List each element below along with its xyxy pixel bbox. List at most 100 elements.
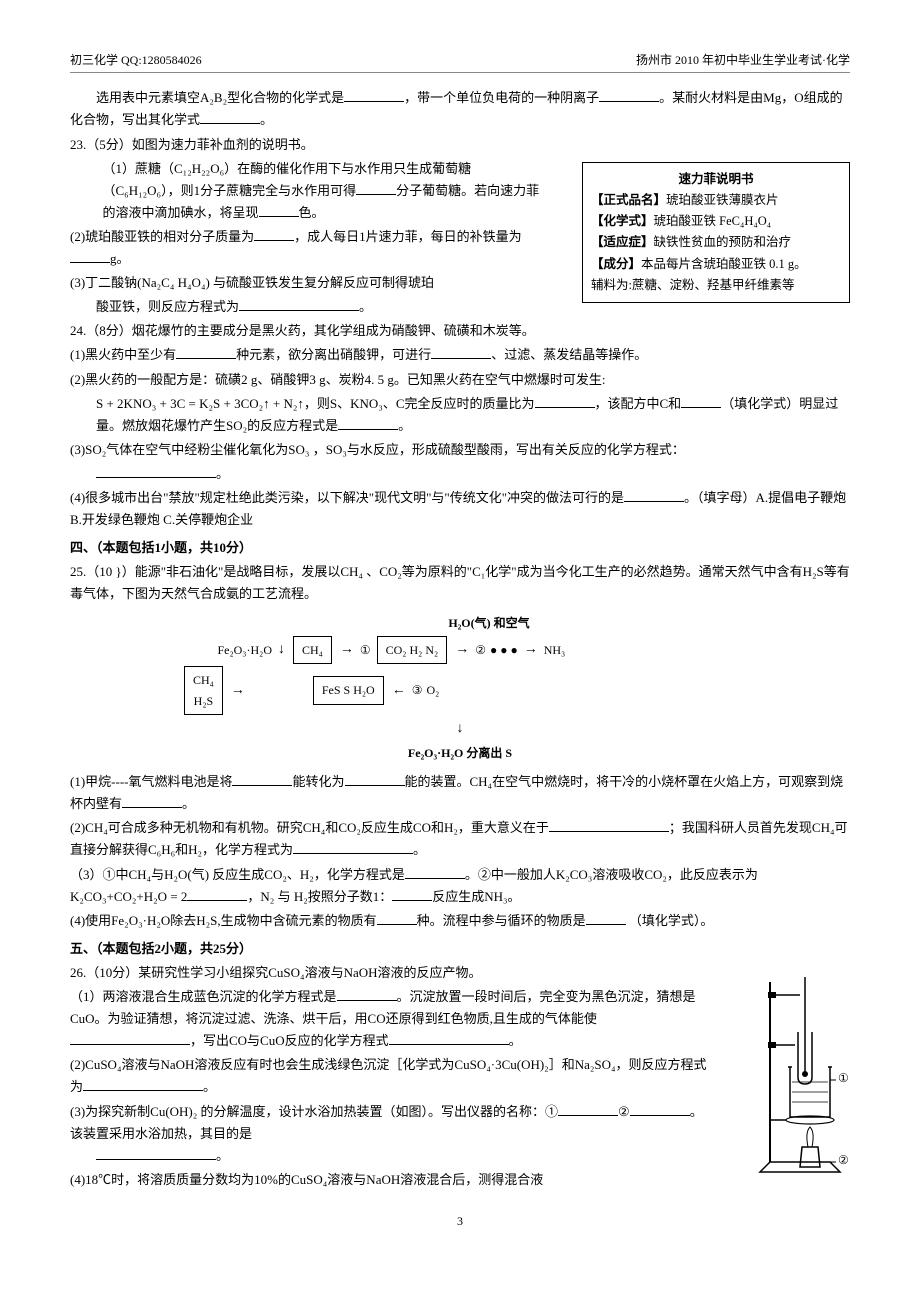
- q25-p3a: （3）①中CH₄与H₂O(气) 反应生成CO₂、H₂，化学方程式是: [70, 867, 405, 882]
- intro-para: 选用表中元素填空A₂B₂型化合物的化学式是，带一个单位负电荷的一种阴离子。某耐火…: [70, 87, 850, 131]
- q23-p2b: ，成人每日1片速力菲，每日的补铁量为: [294, 229, 522, 244]
- q26-p3: (3)为探究新制Cu(OH)₂ 的分解温度，设计水浴加热装置（如图）。写出仪器的…: [70, 1101, 710, 1167]
- q26-p3a: (3)为探究新制Cu(OH)₂ 的分解温度，设计水浴加热装置（如图）。写出仪器的…: [70, 1104, 558, 1119]
- q26-p4: (4)18℃时，将溶质质量分数均为10%的CuSO₄溶液与NaOH溶液混合后，测…: [70, 1169, 710, 1191]
- flow-ch4-box: CH₄: [293, 636, 332, 664]
- box-indication-val: 缺铁性贫血的预防和治疗: [654, 235, 792, 249]
- blank: [200, 110, 260, 124]
- q26-p3b: ②: [618, 1104, 630, 1119]
- blank: [70, 249, 110, 263]
- blank: [599, 88, 659, 102]
- box-component-val: 本品每片含琥珀酸亚铁 0.1 g。: [641, 257, 807, 271]
- page-content: 选用表中元素填空A₂B₂型化合物的化学式是，带一个单位负电荷的一种阴离子。某耐火…: [70, 87, 850, 1231]
- blank: [681, 394, 721, 408]
- blank: [630, 1102, 690, 1116]
- q24-p4: (4)很多城市出台"禁放"规定杜绝此类污染，以下解决"现代文明"与"传统文化"冲…: [70, 487, 850, 531]
- q23-stem: 23.（5分）如图为速力菲补血剂的说明书。: [70, 134, 540, 156]
- flow-dots: ● ● ●: [490, 640, 518, 660]
- flow-nh3: NH₃: [544, 640, 566, 660]
- apparatus-figure: ① ②: [750, 972, 850, 1189]
- q25-p3c: ，N₂ 与 H₂按照分子数1：: [247, 889, 392, 904]
- q25-p1a: (1)甲烷----氧气燃料电池是将: [70, 774, 232, 789]
- q24-p1: (1)黑火药中至少有种元素，欲分离出硝酸钾，可进行、过滤、蒸发结晶等操作。: [70, 344, 850, 366]
- blank: [232, 772, 292, 786]
- blank: [70, 1031, 190, 1045]
- q23-p1c: 色。: [299, 205, 325, 220]
- q26-p1a: （1）两溶液混合生成蓝色沉淀的化学方程式是: [70, 989, 337, 1004]
- arrow-down-icon: ↓: [278, 638, 285, 662]
- q25-p2c: 。: [413, 842, 426, 857]
- blank: [338, 416, 398, 430]
- q25-p4b: 种。流程中参与循环的物质是: [417, 913, 586, 928]
- q23-p3c: 。: [359, 299, 372, 314]
- blank: [389, 1031, 509, 1045]
- flow-top-label: H₂O(气) 和空气: [448, 613, 529, 633]
- q23-p2: (2)琥珀酸亚铁的相对分子质量为，成人每日1片速力菲，每日的补铁量为g。: [70, 226, 540, 270]
- blank: [293, 840, 413, 854]
- q26-stem: 26.（10分）某研究性学习小组探究CuSO₄溶液与NaOH溶液的反应产物。: [70, 962, 710, 984]
- q25-p1: (1)甲烷----氧气燃料电池是将能转化为能的装置。CH₄在空气中燃烧时，将干冷…: [70, 771, 850, 815]
- blank: [405, 865, 465, 879]
- box-component-label: 成分: [591, 257, 641, 271]
- q24-p2eq: S + 2KNO₃ + 3C = K₂S + 3CO₂↑ + N₂↑，则S、KN…: [96, 396, 535, 411]
- q24-p3a: (3)SO₂气体在空气中经粉尘催化氧化为SO₃ ，SO₃与水反应，形成硫酸型酸雨…: [70, 442, 685, 457]
- flow-mid1-box: CO₂ H₂ N₂: [377, 636, 448, 664]
- blank: [176, 345, 236, 359]
- q26-p2: (2)CuSO₄溶液与NaOH溶液反应有时也会生成浅绿色沉淀［化学式为CuSO₄…: [70, 1054, 710, 1098]
- blank: [83, 1077, 203, 1091]
- flow-bottom: Fe₂O₃·H₂O 分离出 S: [408, 743, 512, 763]
- blank: [259, 203, 299, 217]
- q25-p4: (4)使用Fe₂O₃·H₂O除去H₂S,生成物中含硫元素的物质有种。流程中参与循…: [70, 910, 850, 932]
- q24-p2b: ，该配方中C和: [595, 396, 682, 411]
- box-name-label: 正式品名: [591, 193, 666, 207]
- section4-title: 四、（本题包括1小题，共10分）: [70, 537, 850, 559]
- q25-p2: (2)CH₄可合成多种无机物和有机物。研究CH₄和CO₂反应生成CO和H₂，重大…: [70, 817, 850, 861]
- blank: [344, 88, 404, 102]
- blank: [431, 345, 491, 359]
- q23-p2c: g。: [110, 251, 130, 266]
- q23-p1: （1）蔗糖（C₁₂H₂₂O₆）在酶的催化作用下与水作用只生成葡萄糖（C₆H₁₂O…: [70, 158, 540, 224]
- blank: [558, 1102, 618, 1116]
- intro-text-2: ，带一个单位负电荷的一种阴离子: [404, 90, 599, 105]
- arrow-right-icon: →: [455, 638, 469, 662]
- q26-p2b: 。: [203, 1079, 216, 1094]
- blank: [549, 818, 669, 832]
- flow-c2: ②: [475, 640, 486, 660]
- page-number: 3: [70, 1211, 850, 1231]
- box-aux: 辅料为:蔗糖、淀粉、羟基甲纤维素等: [591, 275, 841, 296]
- q24-stem: 24.（8分）烟花爆竹的主要成分是黑火药，其化学组成为硝酸钾、硫磺和木炭等。: [70, 320, 850, 342]
- q24-p4a: (4)很多城市出台"禁放"规定杜绝此类污染，以下解决"现代文明"与"传统文化"冲…: [70, 490, 624, 505]
- q25-p1b: 能转化为: [292, 774, 344, 789]
- blank: [377, 911, 417, 925]
- flow-c1: ①: [360, 640, 371, 660]
- q24-p2-eq: S + 2KNO₃ + 3C = K₂S + 3CO₂↑ + N₂↑，则S、KN…: [70, 393, 850, 437]
- q24-p2a: (2)黑火药的一般配方是：硫磺2 g、硝酸钾3 g、炭粉4. 5 g。已知黑火药…: [70, 372, 606, 387]
- flow-fes-box: FeS S H₂O: [313, 676, 384, 704]
- blank: [345, 772, 405, 786]
- q25-p3d: 反应生成NH₃。: [432, 889, 520, 904]
- q25-p4c: （填化学式）。: [626, 913, 714, 928]
- intro-text-1: 选用表中元素填空A₂B₂型化合物的化学式是: [96, 90, 344, 105]
- blank: [356, 181, 396, 195]
- box-formula-val: 琥珀酸亚铁 FeC₄H₄O₄: [654, 214, 772, 228]
- box-indication-label: 适应症: [591, 235, 654, 249]
- blank: [239, 297, 359, 311]
- blank: [122, 794, 182, 808]
- instruction-box: 速力菲说明书 正式品名琥珀酸亚铁薄膜衣片 化学式琥珀酸亚铁 FeC₄H₄O₄ 适…: [582, 162, 850, 304]
- q23-p3b: 酸亚铁，则反应方程式为: [96, 299, 239, 314]
- q24-p3b: 。: [70, 463, 850, 485]
- flowchart: H₂O(气) 和空气 Fe₂O₃·H₂O ↓ CH₄ → ① CO₂ H₂ N₂…: [180, 613, 740, 763]
- q24-p1b: 种元素，欲分离出硝酸钾，可进行: [236, 347, 431, 362]
- box-formula-label: 化学式: [591, 214, 654, 228]
- header-right: 扬州市 2010 年初中毕业生学业考试·化学: [636, 50, 850, 70]
- blank: [586, 911, 626, 925]
- blank: [624, 488, 684, 502]
- q23-p3a: (3)丁二酸钠(Na₂C₄ H₄O₄) 与硫酸亚铁发生复分解反应可制得琥珀: [70, 275, 434, 290]
- q24-p1a: (1)黑火药中至少有: [70, 347, 176, 362]
- svg-text:②: ②: [838, 1153, 849, 1167]
- q26-p3d: 。: [216, 1148, 229, 1163]
- blank: [96, 1146, 216, 1160]
- flow-o2: O₂: [427, 680, 440, 700]
- arrow-left-icon: ←: [392, 679, 406, 703]
- q26-p1d: 。: [509, 1033, 522, 1048]
